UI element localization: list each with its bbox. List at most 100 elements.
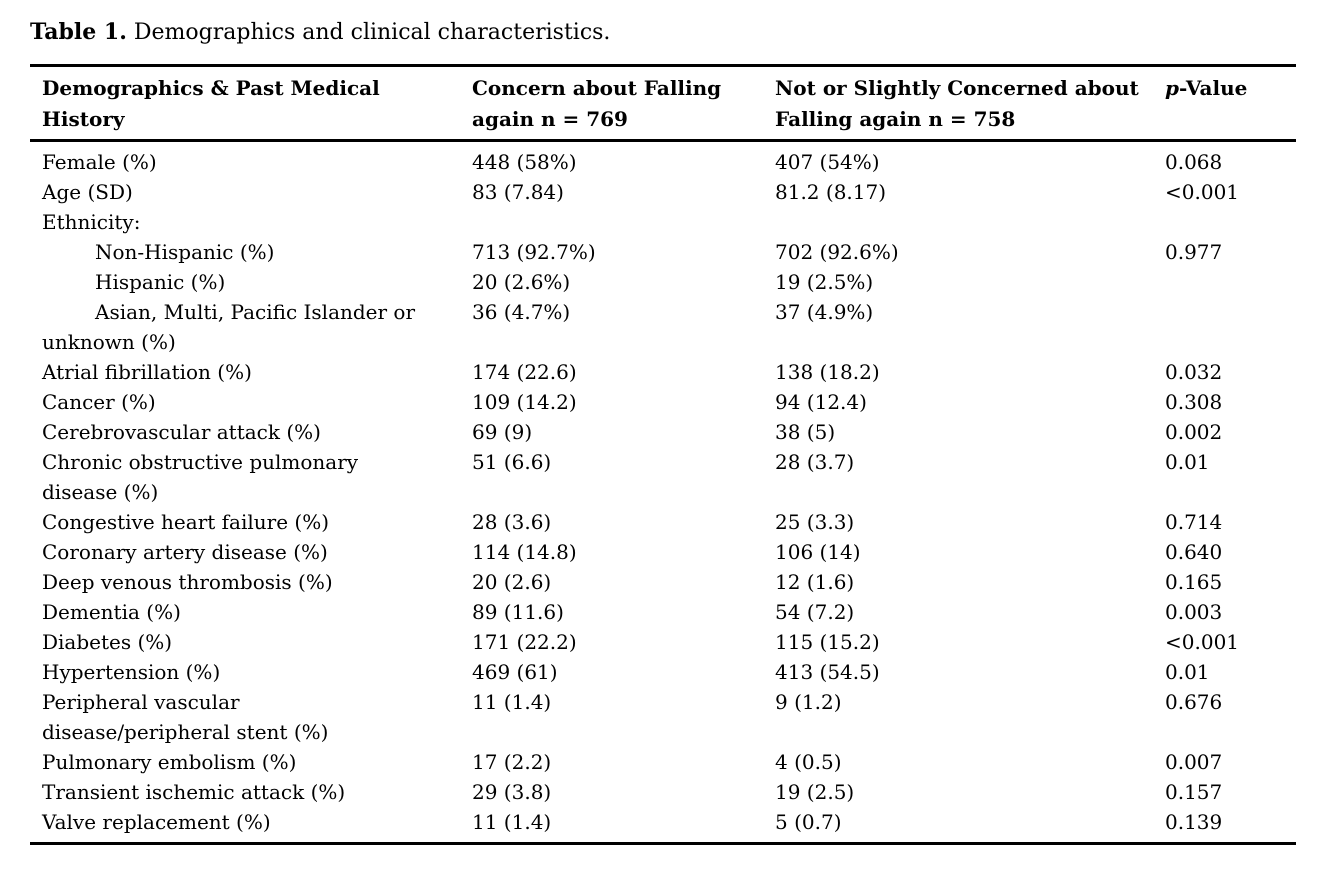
table-row: Cerebrovascular attack (%) 69 (9) 38 (5)… [30, 417, 1296, 447]
p-value: 0.01 [1165, 450, 1210, 474]
concern-value: 174 (22.6) [472, 360, 577, 384]
row-label: Dementia (%) [42, 600, 181, 624]
p-value: 0.157 [1165, 780, 1223, 804]
p-value: 0.01 [1165, 660, 1210, 684]
concern-value [472, 207, 775, 237]
table-row: Atrial fibrillation (%) 174 (22.6) 138 (… [30, 357, 1296, 387]
concern-value: 17 (2.2) [472, 750, 552, 774]
row-label: Cerebrovascular attack (%) [42, 420, 321, 444]
p-value: 0.002 [1165, 420, 1223, 444]
concern-value: 83 (7.84) [472, 180, 564, 204]
concern-value: 36 (4.7%) [472, 300, 571, 324]
header-concern: Concern about Falling again n = 769 [472, 65, 775, 142]
not-concerned-value: 38 (5) [775, 420, 836, 444]
row-label: Hypertension (%) [42, 660, 221, 684]
table-row: Dementia (%) 89 (11.6) 54 (7.2) 0.003 [30, 597, 1296, 627]
concern-value: 29 (3.8) [472, 780, 552, 804]
not-concerned-value: 9 (1.2) [775, 690, 842, 714]
p-value: 0.007 [1165, 750, 1223, 774]
header-not-concerned: Not or Slightly Concerned about Falling … [775, 65, 1165, 142]
p-value: <0.001 [1165, 630, 1240, 654]
p-value: 0.714 [1165, 510, 1223, 534]
row-label: Peripheral vascular disease/peripheral s… [42, 690, 329, 744]
not-concerned-value [775, 207, 1165, 237]
not-concerned-value: 5 (0.7) [775, 810, 842, 834]
table-row: Peripheral vascular disease/peripheral s… [30, 687, 1296, 747]
not-concerned-value: 19 (2.5) [775, 780, 855, 804]
concern-value: 11 (1.4) [472, 690, 552, 714]
table-row: Valve replacement (%) 11 (1.4) 5 (0.7) 0… [30, 807, 1296, 844]
p-value: 0.676 [1165, 690, 1223, 714]
concern-value: 20 (2.6) [472, 570, 552, 594]
concern-value: 713 (92.7%) [472, 240, 596, 264]
not-concerned-value: 138 (18.2) [775, 360, 880, 384]
concern-value: 171 (22.2) [472, 630, 577, 654]
table-row: Deep venous thrombosis (%) 20 (2.6) 12 (… [30, 567, 1296, 597]
p-value [1165, 267, 1296, 297]
not-concerned-value: 37 (4.9%) [775, 300, 874, 324]
table-caption-label: Table 1. [30, 19, 127, 45]
row-label: Asian, Multi, Pacific Islander or unknow… [42, 300, 416, 354]
concern-value: 448 (58%) [472, 150, 577, 174]
row-label: Chronic obstructive pulmonary disease (%… [42, 450, 359, 504]
row-label: Atrial fibrillation (%) [42, 360, 252, 384]
row-label: Transient ischemic attack (%) [42, 780, 346, 804]
table-row: Hypertension (%) 469 (61) 413 (54.5) 0.0… [30, 657, 1296, 687]
p-value [1165, 207, 1296, 237]
table-row: Coronary artery disease (%) 114 (14.8) 1… [30, 537, 1296, 567]
p-value: 0.139 [1165, 810, 1223, 834]
concern-value: 109 (14.2) [472, 390, 577, 414]
not-concerned-value: 19 (2.5%) [775, 270, 874, 294]
row-label: Hispanic (%) [95, 270, 226, 294]
table-row: Cancer (%) 109 (14.2) 94 (12.4) 0.308 [30, 387, 1296, 417]
row-label: Diabetes (%) [42, 630, 173, 654]
table-row: Age (SD) 83 (7.84) 81.2 (8.17) <0.001 [30, 177, 1296, 207]
not-concerned-value: 81.2 (8.17) [775, 180, 887, 204]
row-label: Age (SD) [42, 180, 133, 204]
table-row: Non-Hispanic (%) 713 (92.7%) 702 (92.6%)… [30, 237, 1296, 267]
table-row: Diabetes (%) 171 (22.2) 115 (15.2) <0.00… [30, 627, 1296, 657]
table-caption: Table 1. Demographics and clinical chara… [30, 18, 610, 47]
row-label: Cancer (%) [42, 390, 156, 414]
table-caption-text: Demographics and clinical characteristic… [126, 20, 611, 45]
header-row: Demographics & Past Medical History Conc… [30, 65, 1296, 142]
table-row: Female (%) 448 (58%) 407 (54%) 0.068 [30, 141, 1296, 178]
not-concerned-value: 115 (15.2) [775, 630, 880, 654]
p-value: 0.640 [1165, 540, 1223, 564]
concern-value: 11 (1.4) [472, 810, 552, 834]
not-concerned-value: 28 (3.7) [775, 450, 855, 474]
demographics-table: Demographics & Past Medical History Conc… [30, 64, 1296, 845]
table-row: Ethnicity: [30, 207, 1296, 237]
header-p-italic: p [1165, 76, 1179, 100]
not-concerned-value: 54 (7.2) [775, 600, 855, 624]
header-p-rest: -Value [1178, 76, 1248, 100]
row-label: Non-Hispanic (%) [95, 240, 275, 264]
concern-value: 20 (2.6%) [472, 270, 571, 294]
not-concerned-value: 12 (1.6) [775, 570, 855, 594]
table-header: Demographics & Past Medical History Conc… [30, 65, 1296, 142]
row-label: Ethnicity: [42, 210, 141, 234]
concern-value: 469 (61) [472, 660, 558, 684]
p-value: 0.032 [1165, 360, 1223, 384]
table-row: Pulmonary embolism (%) 17 (2.2) 4 (0.5) … [30, 747, 1296, 777]
p-value: 0.003 [1165, 600, 1223, 624]
header-p-value: p-Value [1165, 65, 1296, 142]
row-label: Coronary artery disease (%) [42, 540, 328, 564]
not-concerned-value: 413 (54.5) [775, 660, 880, 684]
table-row: Chronic obstructive pulmonary disease (%… [30, 447, 1296, 507]
p-value: 0.165 [1165, 570, 1223, 594]
row-label: Female (%) [42, 150, 157, 174]
row-label: Congestive heart failure (%) [42, 510, 330, 534]
concern-value: 89 (11.6) [472, 600, 564, 624]
p-value: 0.977 [1165, 240, 1223, 264]
not-concerned-value: 4 (0.5) [775, 750, 842, 774]
row-label: Deep venous thrombosis (%) [42, 570, 333, 594]
concern-value: 114 (14.8) [472, 540, 577, 564]
header-demographics: Demographics & Past Medical History [30, 65, 472, 142]
table-row: Congestive heart failure (%) 28 (3.6) 25… [30, 507, 1296, 537]
row-label: Pulmonary embolism (%) [42, 750, 297, 774]
not-concerned-value: 25 (3.3) [775, 510, 855, 534]
p-value: 0.308 [1165, 390, 1223, 414]
not-concerned-value: 702 (92.6%) [775, 240, 899, 264]
